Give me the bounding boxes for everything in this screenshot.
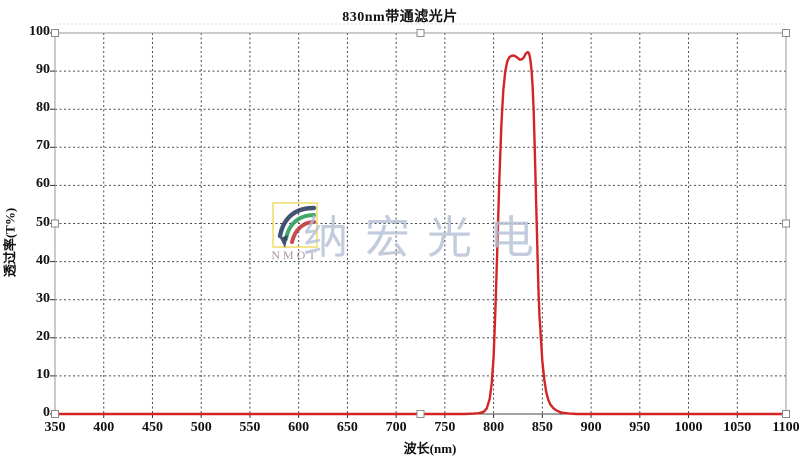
transmittance-curve (53, 50, 788, 416)
x-tick-label: 450 (141, 420, 163, 435)
selection-handle[interactable] (51, 29, 59, 37)
x-axis-title: 波长(nm) (403, 441, 457, 456)
y-tick-label: 100 (29, 24, 50, 39)
y-tick-label: 0 (43, 405, 50, 420)
y-tick-label: 40 (36, 252, 50, 268)
chart-title: 830nm带通滤光片 (342, 10, 458, 25)
x-tick-label: 1050 (723, 420, 752, 435)
x-tick-label: 1100 (772, 420, 800, 435)
x-tick-label: 500 (190, 420, 212, 435)
y-tick-label: 30 (36, 290, 50, 306)
selection-handle[interactable] (782, 410, 790, 418)
y-tick-label: 20 (36, 328, 50, 344)
x-tick-label: 400 (93, 420, 115, 435)
selection-handle[interactable] (51, 410, 59, 418)
selection-handle[interactable] (416, 410, 425, 418)
x-tick-label: 1000 (674, 420, 703, 435)
y-tick-label: 70 (36, 138, 50, 154)
x-tick-label: 550 (239, 420, 261, 435)
selection-handle[interactable] (51, 219, 59, 228)
x-tick-label: 600 (288, 420, 310, 435)
x-tick-label: 850 (531, 420, 553, 435)
y-tick-label: 90 (36, 62, 50, 78)
selection-handle[interactable] (782, 219, 790, 228)
y-tick-label: 80 (36, 100, 50, 116)
x-tick-label: 950 (629, 420, 651, 435)
x-tick-label: 750 (434, 420, 456, 435)
y-tick-label: 60 (36, 176, 50, 192)
x-tick-label: 900 (580, 420, 602, 435)
y-tick-label: 10 (36, 366, 50, 382)
x-tick-label: 650 (336, 420, 358, 435)
x-tick-label: 350 (44, 420, 66, 435)
x-tick-label: 700 (385, 420, 407, 435)
x-tick-label: 800 (483, 420, 505, 435)
y-tick-label: 50 (36, 214, 50, 230)
selection-handle[interactable] (782, 29, 790, 37)
selection-handle[interactable] (416, 29, 425, 37)
